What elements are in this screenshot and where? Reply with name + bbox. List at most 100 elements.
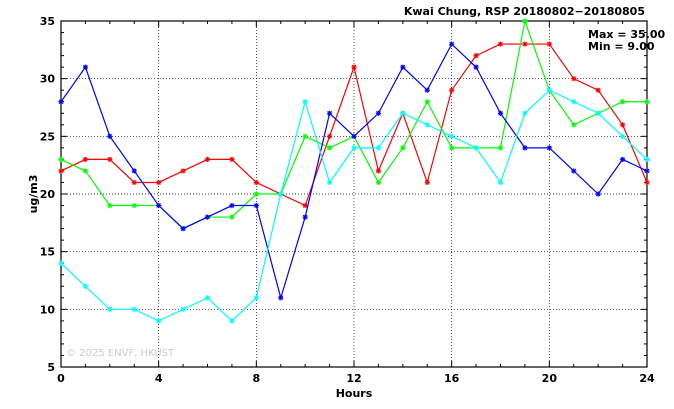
marker-stroke: [498, 145, 503, 151]
data-point: [473, 53, 479, 59]
marker-stroke: [376, 168, 381, 174]
y-tick-label: 30: [40, 73, 56, 86]
data-point: [571, 168, 577, 174]
data-point: [424, 122, 430, 128]
data-point: [253, 179, 259, 186]
data-point: [131, 168, 137, 174]
marker-stroke: [156, 203, 162, 208]
data-point: [326, 133, 333, 139]
marker-stroke: [498, 110, 503, 116]
data-point: [619, 133, 626, 139]
marker-stroke: [546, 87, 552, 93]
marker-stroke: [351, 145, 357, 151]
data-point: [571, 99, 577, 105]
marker-stroke: [229, 157, 235, 162]
marker-stroke: [131, 306, 137, 312]
data-point: [180, 306, 186, 312]
data-point: [595, 191, 601, 197]
data-point: [424, 99, 430, 105]
data-point: [497, 179, 504, 186]
data-point: [229, 318, 235, 324]
marker-stroke: [644, 180, 650, 185]
marker-stroke: [229, 203, 235, 208]
marker-stroke: [278, 295, 284, 301]
marker-stroke: [83, 168, 88, 174]
marker-stroke: [327, 180, 332, 185]
x-tick-label: 8: [253, 372, 261, 385]
y-tick-label: 10: [40, 303, 56, 316]
marker-stroke: [595, 87, 601, 93]
data-point: [449, 133, 455, 139]
marker-stroke: [156, 318, 162, 324]
marker-stroke: [498, 180, 503, 185]
data-point: [522, 110, 528, 116]
data-point: [644, 179, 650, 186]
data-point: [351, 133, 357, 139]
marker-stroke: [546, 145, 552, 151]
data-point: [375, 168, 382, 174]
marker-stroke: [205, 157, 210, 162]
series-line-2: [60, 18, 647, 230]
marker-stroke: [302, 99, 308, 105]
data-point: [107, 306, 113, 312]
marker-stroke: [327, 133, 332, 139]
data-point: [595, 87, 601, 93]
marker-stroke: [571, 76, 577, 82]
marker-stroke: [302, 133, 308, 139]
marker-stroke: [253, 180, 259, 185]
data-point: [449, 145, 455, 151]
data-point: [326, 179, 333, 186]
data-point: [131, 306, 137, 312]
data-point: [644, 156, 650, 162]
data-point: [131, 202, 137, 209]
marker-stroke: [400, 64, 406, 70]
data-point: [253, 202, 259, 209]
data-point: [644, 168, 650, 174]
y-tick-label: 25: [40, 130, 55, 143]
marker-stroke: [620, 133, 625, 139]
data-point: [644, 99, 650, 105]
x-axis-label: Hours: [336, 387, 373, 400]
data-point: [107, 202, 113, 209]
data-point: [156, 318, 162, 324]
data-point: [82, 283, 89, 289]
data-point: [131, 179, 137, 186]
marker-stroke: [400, 145, 406, 151]
data-point: [571, 122, 577, 128]
data-point: [497, 110, 504, 116]
data-point: [375, 145, 382, 151]
data-point: [497, 145, 504, 151]
x-tick-label: 20: [542, 372, 558, 385]
min-label: Min = 9.00: [588, 40, 655, 53]
data-point: [595, 110, 601, 116]
marker-stroke: [595, 191, 601, 197]
data-point: [400, 110, 406, 116]
marker-stroke: [376, 180, 381, 185]
data-point: [473, 145, 479, 151]
marker-stroke: [278, 191, 284, 197]
x-tick-label: 4: [155, 372, 163, 385]
y-tick-label: 15: [40, 246, 55, 259]
marker-stroke: [156, 180, 162, 185]
marker-stroke: [449, 87, 455, 93]
marker-stroke: [58, 168, 64, 174]
series-line-3: [60, 43, 648, 300]
data-point: [326, 110, 333, 116]
grid-lines: [61, 21, 647, 367]
data-point: [375, 179, 382, 186]
data-point: [58, 168, 64, 174]
marker-stroke: [180, 168, 186, 174]
marker-stroke: [83, 64, 88, 70]
marker-stroke: [644, 168, 650, 174]
data-point: [522, 145, 528, 151]
data-point: [473, 64, 479, 70]
data-point: [546, 41, 552, 47]
marker-stroke: [131, 168, 137, 174]
marker-stroke: [107, 203, 113, 208]
marker-stroke: [253, 203, 259, 208]
data-point: [302, 214, 308, 220]
marker-stroke: [229, 318, 235, 324]
marker-stroke: [571, 122, 577, 128]
marker-stroke: [424, 87, 430, 93]
marker-stroke: [424, 99, 430, 105]
